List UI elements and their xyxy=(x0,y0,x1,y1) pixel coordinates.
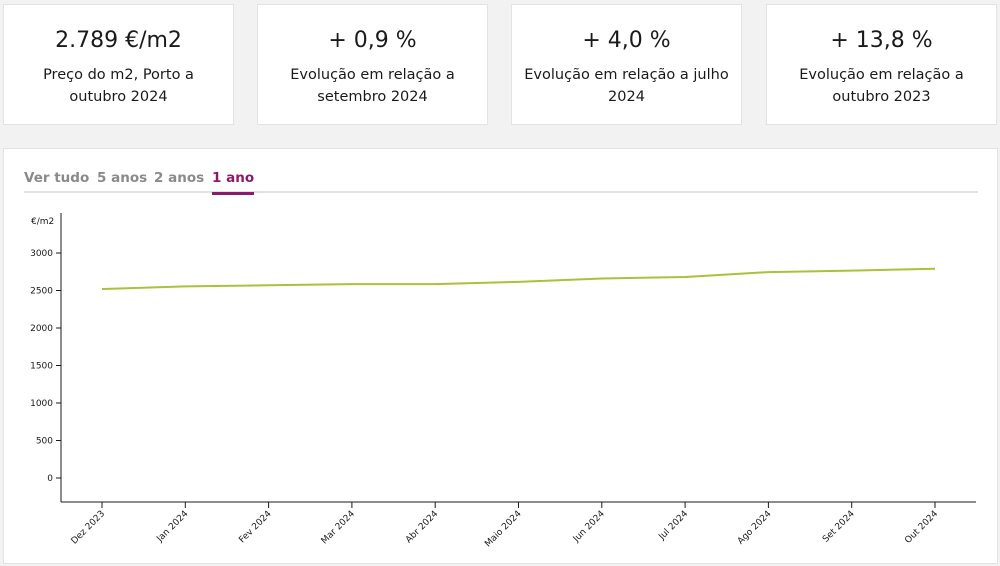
tab-5-years[interactable]: 5 anos xyxy=(97,170,148,186)
chart-panel: Ver tudo 5 anos 2 anos 1 ano €/m2 0 500 100… xyxy=(3,148,998,564)
summary-cards: 2.789 €/m2 Preço do m2, Porto a outubro … xyxy=(0,0,1000,128)
x-tick-label: Fev 2024 xyxy=(237,509,273,545)
y-tick-label: 3000 xyxy=(30,249,53,259)
yearly-change-label: Evolução em relação a outubro 2023 xyxy=(799,67,964,105)
monthly-change-value: + 0,9 % xyxy=(328,28,417,53)
x-tick-label: Jun 2024 xyxy=(571,509,607,545)
x-tick-label: Out 2024 xyxy=(903,509,940,546)
quarterly-change-card: + 4,0 % Evolução em relação a julho 2024 xyxy=(511,4,742,125)
series-line xyxy=(101,267,936,290)
x-tick-label: Ago 2024 xyxy=(736,509,774,547)
tab-all[interactable]: Ver tudo xyxy=(24,170,90,186)
tab-1-year[interactable]: 1 ano xyxy=(212,170,255,195)
price-line-chart: €/m2 0 500 1000 1500 2000 2500 3000 Dez 2023 Jan … xyxy=(30,213,976,550)
tabs-divider xyxy=(24,191,978,193)
y-tick-label: 1500 xyxy=(30,362,53,372)
price-value: 2.789 €/m2 xyxy=(55,28,182,53)
x-tick-label: Set 2024 xyxy=(821,509,857,545)
quarterly-change-value: + 4,0 % xyxy=(582,28,671,53)
x-tick-label: Mar 2024 xyxy=(320,509,357,546)
yearly-change-value: + 13,8 % xyxy=(830,28,933,53)
y-tick-label: 2500 xyxy=(30,287,53,297)
y-axis-title: €/m2 xyxy=(31,217,54,227)
y-tick-label: 0 xyxy=(47,474,53,484)
y-tick-label: 500 xyxy=(36,437,53,447)
monthly-change-card: + 0,9 % Evolução em relação a setembro 2… xyxy=(257,4,488,125)
x-tick-label: Abr 2024 xyxy=(404,509,440,545)
tab-2-years[interactable]: 2 anos xyxy=(154,170,205,186)
period-tabs: Ver tudo 5 anos 2 anos 1 ano xyxy=(24,169,979,195)
x-tick-label: Jul 2024 xyxy=(657,509,691,543)
monthly-change-label: Evolução em relação a setembro 2024 xyxy=(290,67,455,105)
x-tick-label: Jan 2024 xyxy=(155,509,191,545)
quarterly-change-label: Evolução em relação a julho 2024 xyxy=(524,67,729,105)
y-tick-label: 1000 xyxy=(30,399,53,409)
price-label: Preço do m2, Porto a outubro 2024 xyxy=(43,67,194,105)
yearly-change-card: + 13,8 % Evolução em relação a outubro 2… xyxy=(766,4,997,125)
y-tick-label: 2000 xyxy=(30,324,53,334)
price-card: 2.789 €/m2 Preço do m2, Porto a outubro … xyxy=(3,4,234,125)
x-tick-label: Maio 2024 xyxy=(483,509,524,550)
x-tick-label: Dez 2023 xyxy=(70,509,107,546)
